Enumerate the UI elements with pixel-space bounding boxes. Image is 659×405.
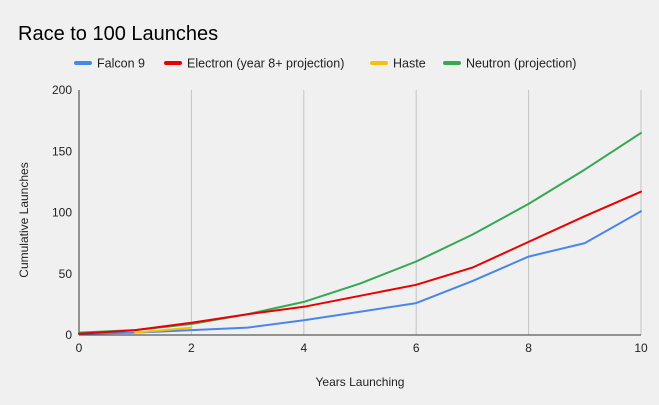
y-tick-label-3: 150 <box>52 144 72 158</box>
x-tick-label-1: 2 <box>188 341 195 355</box>
legend-label-0: Falcon 9 <box>97 57 145 71</box>
series-line-3 <box>78 131 642 334</box>
x-tick-label-4: 8 <box>525 341 532 355</box>
series-line-1 <box>78 190 642 335</box>
series-line-2 <box>134 326 193 334</box>
chart-title: Race to 100 Launches <box>18 23 218 45</box>
grid <box>190 90 642 335</box>
y-tick-label-4: 200 <box>52 83 72 97</box>
y-tick-label-1: 50 <box>59 267 73 281</box>
x-tick-label-5: 10 <box>634 341 648 355</box>
series-line-0 <box>78 210 642 335</box>
axes <box>78 90 641 336</box>
series-layer <box>78 131 642 335</box>
y-tick-label-2: 100 <box>52 206 72 220</box>
y-tick-label-0: 0 <box>65 328 72 342</box>
x-axis-label: Years Launching <box>316 375 405 389</box>
x-tick-label-0: 0 <box>76 341 83 355</box>
legend-label-1: Electron (year 8+ projection) <box>187 57 344 71</box>
y-axis-label: Cumulative Launches <box>17 162 31 277</box>
x-tick-label-3: 6 <box>413 341 420 355</box>
x-tick-label-2: 4 <box>300 341 307 355</box>
legend: Falcon 9 Electron (year 8+ projection) Has… <box>74 57 576 71</box>
legend-label-2: Haste <box>393 57 426 71</box>
legend-label-3: Neutron (projection) <box>466 57 576 71</box>
